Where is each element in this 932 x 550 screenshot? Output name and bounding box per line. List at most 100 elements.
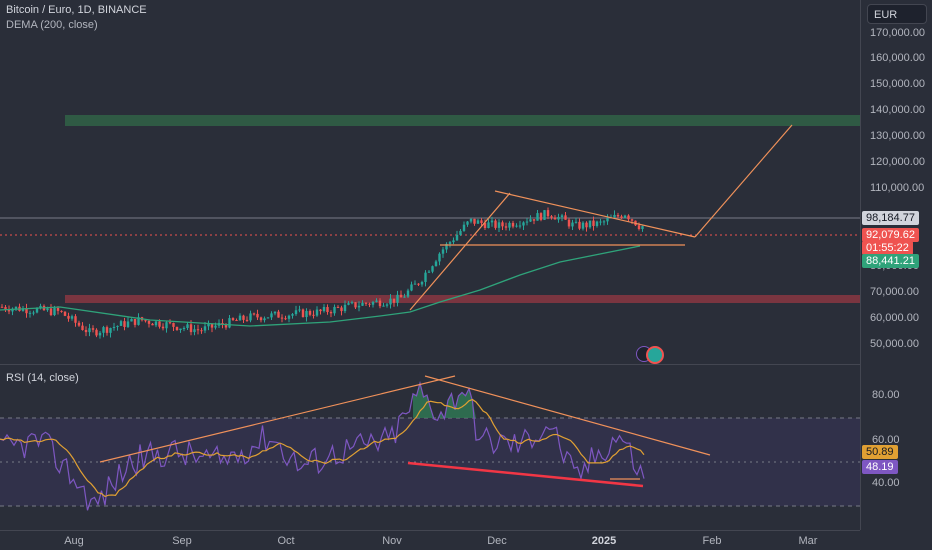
- dema-line: [0, 245, 641, 327]
- pane-divider[interactable]: [0, 364, 932, 365]
- candle-body: [322, 307, 326, 312]
- candle-body: [455, 234, 459, 241]
- candle-body: [462, 224, 466, 231]
- candle-body: [469, 218, 473, 222]
- candle-body: [277, 311, 280, 318]
- candle-body: [123, 321, 126, 327]
- candle-body: [259, 317, 263, 321]
- candle-body: [280, 317, 284, 319]
- candle-body: [126, 321, 130, 327]
- candle-body: [515, 225, 518, 227]
- candle-body: [550, 216, 553, 218]
- candle-body: [294, 310, 298, 315]
- candle-body: [308, 310, 312, 315]
- rsi-axis-label: 80.00: [872, 389, 900, 401]
- candle-body: [546, 210, 550, 217]
- rsi-overbought-fill: [413, 383, 476, 418]
- time-axis[interactable]: Aug Sep Oct Nov Dec 2025 Feb Mar: [0, 530, 860, 550]
- candle-body: [627, 215, 630, 220]
- candle-body: [228, 318, 231, 328]
- currency-selector[interactable]: EUR: [867, 4, 927, 24]
- candle-body: [392, 298, 396, 303]
- candle-body: [413, 283, 417, 285]
- time-axis-label: Sep: [172, 535, 192, 547]
- candle-body: [357, 305, 361, 308]
- candle-body: [487, 222, 490, 228]
- candle-body: [529, 219, 532, 222]
- candle-body: [32, 312, 35, 314]
- rsi-legend[interactable]: RSI (14, close): [6, 372, 79, 384]
- trend-drawings: [409, 124, 793, 311]
- price-axis-label: 150,000.00: [870, 78, 926, 90]
- candle-body: [4, 307, 7, 310]
- candle-body: [347, 303, 350, 305]
- candle-body: [207, 323, 210, 327]
- candle-body: [333, 306, 336, 314]
- candle-body: [200, 330, 203, 332]
- rsi-pane[interactable]: [0, 365, 860, 530]
- price-axis-label: 170,000.00: [870, 27, 926, 39]
- candle-body: [46, 308, 49, 311]
- candle-body: [616, 214, 620, 217]
- rsi-axis-label: 40.00: [872, 477, 900, 489]
- time-axis-label: Feb: [702, 535, 722, 547]
- candle-body: [497, 222, 501, 228]
- rsi-band: [0, 418, 860, 506]
- candle-body: [0, 306, 4, 308]
- candle-body: [396, 294, 399, 303]
- candle-body: [434, 261, 438, 267]
- candle-body: [284, 318, 287, 320]
- dema-legend[interactable]: DEMA (200, close): [6, 19, 98, 31]
- candle-body: [494, 220, 497, 228]
- candle-body: [571, 222, 574, 227]
- candle-body: [522, 222, 525, 226]
- candle-body: [585, 222, 588, 228]
- candle-body: [147, 320, 151, 324]
- candle-body: [151, 323, 154, 326]
- chart-canvas[interactable]: [0, 0, 860, 530]
- candle-body: [567, 219, 571, 227]
- candle-body: [448, 242, 452, 244]
- candle-body: [340, 307, 343, 312]
- last-price-tag: 92,079.62: [862, 228, 919, 242]
- rsi-line: [0, 380, 645, 511]
- price-chart-pane[interactable]: [0, 0, 860, 364]
- candle-body: [539, 213, 543, 220]
- candle-body: [74, 316, 77, 323]
- candle-body: [441, 249, 445, 254]
- candle-body: [389, 298, 392, 305]
- candle-body: [154, 321, 158, 326]
- candle-body: [63, 311, 67, 316]
- candle-body: [39, 305, 42, 309]
- candle-body: [11, 308, 14, 312]
- candle-body: [161, 326, 165, 329]
- price-axis-label: 130,000.00: [870, 130, 926, 142]
- candle-body: [70, 316, 74, 319]
- candle-body: [53, 308, 56, 316]
- rsi-trend-drawings: [99, 375, 711, 480]
- candle-body: [189, 324, 193, 333]
- candle-body: [186, 324, 189, 328]
- candle-body: [350, 302, 354, 304]
- candle-body: [242, 315, 245, 320]
- candle-body: [336, 306, 340, 308]
- candle-body: [592, 220, 595, 226]
- candle-body: [490, 220, 494, 223]
- candle-body: [578, 221, 581, 229]
- dividend-icon[interactable]: [646, 346, 664, 364]
- price-axis-label: 160,000.00: [870, 52, 926, 64]
- candle-body: [319, 309, 322, 312]
- candle-body: [287, 315, 291, 319]
- candle-body: [245, 319, 249, 321]
- candle-body: [109, 328, 112, 333]
- candle-body: [532, 219, 536, 221]
- symbol-legend[interactable]: Bitcoin / Euro, 1D, BINANCE: [6, 4, 147, 16]
- candle-body: [49, 308, 53, 316]
- candle-body: [525, 221, 529, 223]
- candle-body: [266, 317, 270, 319]
- candle-body: [364, 302, 368, 304]
- candle-body: [270, 313, 273, 318]
- candle-body: [298, 309, 301, 311]
- candle-body: [35, 308, 39, 313]
- candle-body: [602, 221, 606, 223]
